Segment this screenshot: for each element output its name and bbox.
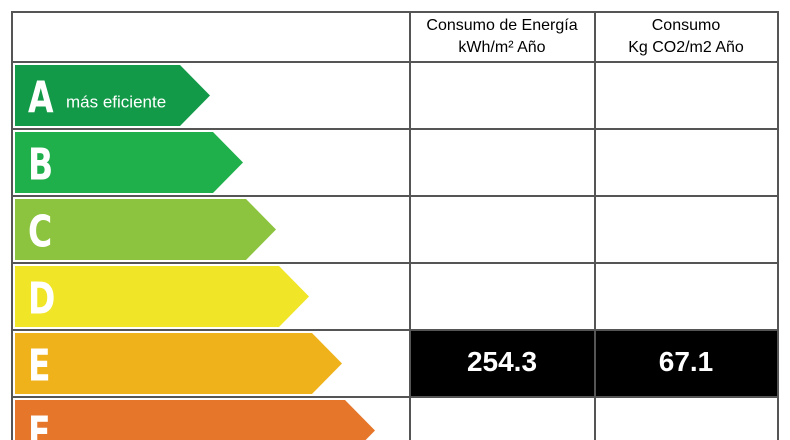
co2-value: 67.1	[659, 346, 714, 377]
rating-arrow	[15, 199, 276, 260]
rating-arrow	[15, 132, 243, 193]
header-energy-line2: kWh/m² Año	[458, 39, 545, 56]
rating-letter: A	[28, 73, 54, 124]
rating-letter: E	[28, 341, 51, 392]
table-border	[11, 11, 779, 440]
rating-letter: F	[28, 408, 51, 440]
co2-cell	[596, 331, 777, 396]
rating-arrow	[15, 400, 375, 440]
header-co2-line1: Consumo	[652, 17, 721, 34]
rating-arrow	[15, 266, 309, 327]
header-co2-line2: Kg CO2/m2 Año	[628, 39, 744, 56]
rating-arrow	[15, 65, 210, 126]
rating-note: más eficiente	[66, 93, 166, 112]
energy-value: 254.3	[467, 346, 537, 377]
energy-cell	[411, 331, 594, 396]
header-energy-line1: Consumo de Energía	[426, 17, 577, 34]
rating-letter: B	[28, 140, 53, 191]
rating-arrow	[15, 333, 342, 394]
rating-letter: C	[28, 207, 52, 258]
rating-letter: D	[28, 274, 55, 325]
